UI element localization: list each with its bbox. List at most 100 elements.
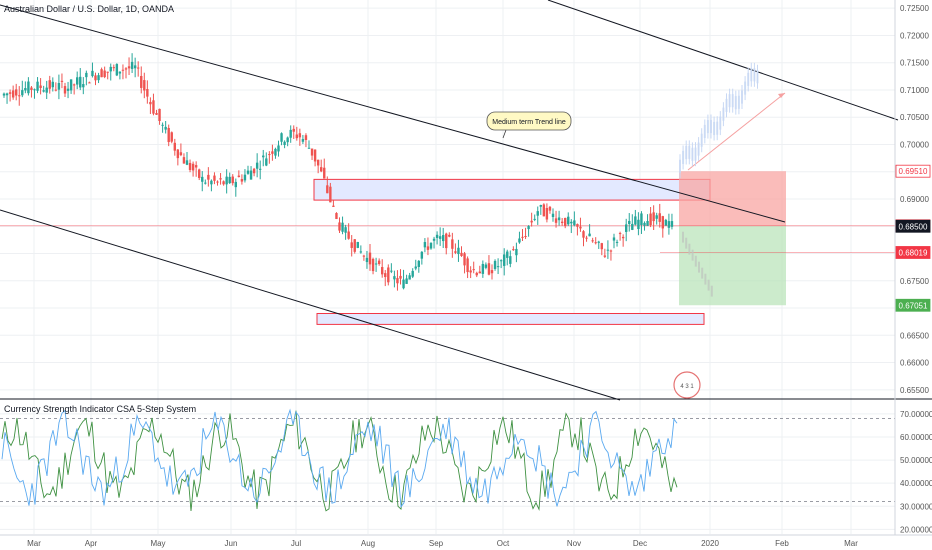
candle-body	[21, 90, 24, 96]
candle-body	[469, 270, 472, 273]
candle-body	[94, 75, 97, 81]
candle-body	[173, 142, 176, 151]
candle-body	[85, 72, 88, 78]
candle-body	[658, 213, 661, 222]
price-tick-label: 0.72500	[900, 4, 929, 13]
candle-body	[350, 242, 353, 248]
candle-body	[411, 270, 414, 277]
candle-body	[188, 162, 192, 170]
candle-body	[326, 185, 329, 194]
candle-body	[271, 151, 274, 154]
time-tick-label: Dec	[633, 539, 647, 548]
candle-body	[18, 95, 21, 97]
candle-body	[164, 126, 167, 130]
candle-body	[451, 239, 454, 249]
candle-body	[57, 83, 61, 90]
candle-body	[2, 93, 6, 96]
candle-body	[79, 76, 82, 88]
candle-body	[320, 167, 323, 172]
candle-body	[33, 89, 36, 91]
candle-body	[60, 80, 64, 82]
time-tick-label: Sep	[429, 539, 444, 548]
candle-body	[158, 108, 161, 121]
candle-body	[438, 236, 442, 239]
lower-channel-line	[0, 209, 621, 401]
candle-body	[557, 217, 561, 221]
time-tick-label: Jul	[291, 539, 301, 548]
candle-body	[265, 158, 268, 166]
price-badge-label: 0.69510	[899, 167, 928, 176]
candle-body	[69, 79, 73, 91]
candle-body	[637, 219, 640, 229]
candle-body	[628, 220, 631, 225]
candle-body	[97, 75, 100, 81]
candle-body	[365, 257, 369, 263]
candle-body	[262, 155, 265, 158]
candle-body	[573, 220, 576, 226]
price-tick-label: 0.65500	[900, 386, 929, 395]
candle-body	[591, 240, 594, 242]
trend-lines[interactable]	[0, 0, 899, 401]
candle-body	[246, 170, 250, 174]
candle-body	[554, 218, 558, 223]
candle-body	[609, 250, 613, 252]
candle-body	[426, 246, 430, 250]
candle-body	[259, 168, 262, 170]
candle-body	[304, 135, 308, 140]
candle-body	[280, 133, 283, 142]
projection-candle	[701, 267, 704, 279]
candle-body	[210, 180, 213, 185]
candle-body	[649, 213, 652, 226]
candle-body	[201, 176, 204, 182]
candle-body	[72, 84, 76, 86]
candle-body	[252, 168, 256, 174]
candle-body	[670, 221, 674, 227]
candle-body	[353, 239, 356, 252]
candle-body	[310, 148, 314, 156]
price-tick-label: 0.70000	[900, 140, 929, 149]
candle-body	[100, 69, 103, 78]
candle-body	[268, 154, 271, 156]
candle-body	[289, 129, 292, 138]
time-tick-label: Feb	[775, 539, 789, 548]
time-tick-label: May	[150, 539, 165, 548]
candle-body	[466, 258, 469, 273]
candle-body	[277, 145, 280, 152]
price-tick-label: 0.67500	[900, 277, 929, 286]
indicator-tick-label: 70.00000	[900, 410, 932, 419]
candle-body	[512, 249, 515, 251]
candle-body	[371, 258, 375, 272]
candle-body	[143, 80, 146, 91]
indicator-series-blue	[1, 408, 678, 509]
candle-body	[420, 251, 424, 259]
candle-body	[542, 204, 546, 217]
price-tick-label: 0.66500	[900, 331, 929, 340]
candle-body	[216, 181, 219, 183]
projection-candle	[698, 261, 700, 273]
candle-body	[228, 176, 231, 184]
price-badge-label: 0.67051	[899, 301, 928, 310]
price-tick-label: 0.71000	[900, 86, 929, 95]
price-tick-label: 0.70500	[900, 113, 929, 122]
candle-body	[30, 87, 33, 90]
candle-body	[527, 226, 530, 230]
candle-body	[506, 251, 509, 258]
candle-body	[54, 89, 58, 91]
candle-body	[316, 159, 320, 166]
candle-body	[161, 124, 164, 126]
candle-body	[133, 65, 137, 69]
candle-body	[621, 236, 625, 239]
time-tick-label: Mar	[27, 539, 41, 548]
candle-body	[612, 237, 616, 241]
time-tick-label: Apr	[85, 539, 98, 548]
candle-body	[570, 221, 573, 224]
candle-body	[496, 266, 500, 268]
price-tick-label: 0.71500	[900, 59, 929, 68]
candle-body	[335, 213, 338, 220]
projection-arrow-line	[687, 92, 786, 171]
candle-body	[313, 149, 317, 162]
projection-candle	[707, 279, 710, 291]
candle-body	[667, 221, 671, 228]
